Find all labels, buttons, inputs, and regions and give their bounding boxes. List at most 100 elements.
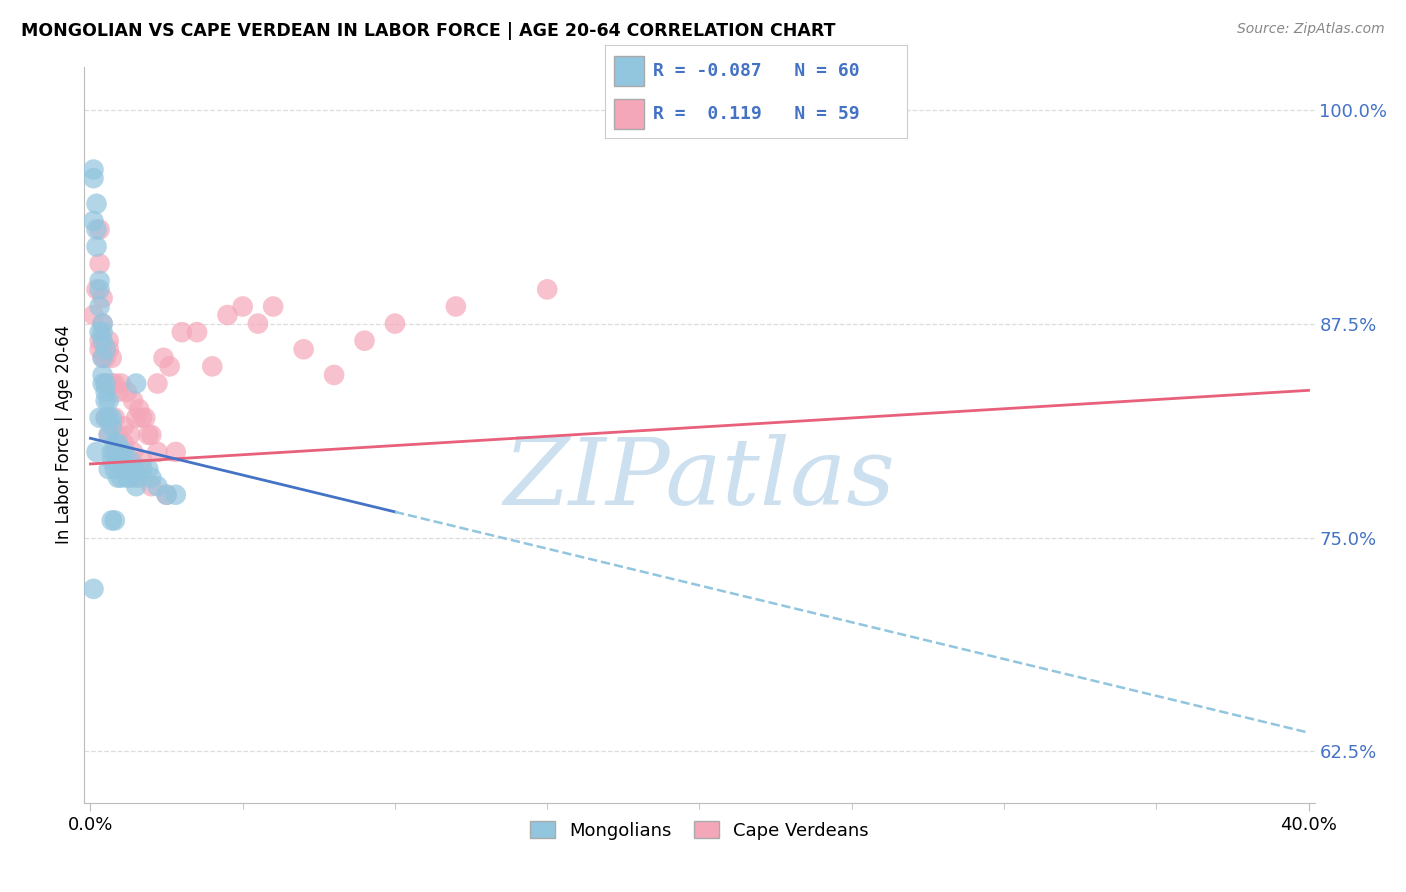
Point	[94, 376, 117, 391]
Point	[89, 257, 111, 271]
Point	[115, 385, 138, 400]
Point	[91, 325, 114, 339]
Point	[186, 325, 208, 339]
Point	[82, 171, 104, 186]
Point	[125, 479, 148, 493]
Point	[122, 462, 145, 476]
Point	[107, 453, 129, 467]
Point	[89, 343, 111, 357]
Y-axis label: In Labor Force | Age 20-64: In Labor Force | Age 20-64	[55, 326, 73, 544]
Point	[146, 376, 169, 391]
Point	[89, 300, 111, 314]
Point	[118, 470, 141, 484]
Point	[112, 419, 135, 434]
Point	[112, 445, 135, 459]
Text: ZIPatlas: ZIPatlas	[503, 434, 896, 524]
Point	[122, 445, 145, 459]
Point	[100, 351, 122, 365]
Point	[262, 300, 284, 314]
Point	[94, 410, 117, 425]
Point	[91, 376, 114, 391]
Point	[104, 436, 127, 450]
Point	[91, 317, 114, 331]
Point	[97, 343, 120, 357]
Point	[165, 445, 187, 459]
Point	[89, 325, 111, 339]
Point	[141, 470, 163, 484]
Text: R =  0.119   N = 59: R = 0.119 N = 59	[652, 105, 859, 123]
Point	[155, 488, 177, 502]
Point	[217, 308, 239, 322]
Point	[110, 445, 132, 459]
Point	[104, 376, 127, 391]
Point	[82, 214, 104, 228]
Point	[292, 343, 315, 357]
Point	[131, 410, 153, 425]
Point	[86, 239, 108, 253]
Point	[91, 368, 114, 382]
Point	[91, 351, 114, 365]
Point	[104, 445, 127, 459]
Point	[100, 419, 122, 434]
Point	[146, 479, 169, 493]
Bar	[613, 56, 644, 86]
Point	[152, 351, 174, 365]
Point	[110, 453, 132, 467]
Point	[134, 410, 156, 425]
Point	[118, 453, 141, 467]
Point	[353, 334, 375, 348]
Point	[100, 376, 122, 391]
Point	[94, 410, 117, 425]
Point	[115, 462, 138, 476]
Point	[107, 385, 129, 400]
Point	[112, 436, 135, 450]
Point	[89, 222, 111, 236]
Legend: Mongolians, Cape Verdeans: Mongolians, Cape Verdeans	[520, 812, 879, 849]
Point	[115, 470, 138, 484]
Point	[118, 427, 141, 442]
Point	[125, 410, 148, 425]
Point	[94, 376, 117, 391]
Point	[201, 359, 224, 374]
Point	[110, 376, 132, 391]
Point	[97, 462, 120, 476]
Point	[115, 462, 138, 476]
Point	[86, 222, 108, 236]
Point	[128, 470, 150, 484]
Point	[94, 351, 117, 365]
Point	[97, 427, 120, 442]
Point	[110, 470, 132, 484]
Point	[107, 453, 129, 467]
Point	[89, 274, 111, 288]
Point	[131, 462, 153, 476]
Point	[91, 291, 114, 305]
Point	[131, 453, 153, 467]
Point	[104, 513, 127, 527]
Text: Source: ZipAtlas.com: Source: ZipAtlas.com	[1237, 22, 1385, 37]
Point	[97, 410, 120, 425]
Point	[100, 410, 122, 425]
Point	[159, 359, 181, 374]
Point	[155, 488, 177, 502]
Point	[86, 282, 108, 296]
Point	[170, 325, 193, 339]
Point	[86, 445, 108, 459]
Point	[136, 427, 159, 442]
Point	[94, 393, 117, 408]
Point	[97, 393, 120, 408]
Point	[91, 334, 114, 348]
Point	[125, 470, 148, 484]
Point	[82, 582, 104, 596]
Point	[107, 436, 129, 450]
Point	[323, 368, 346, 382]
Point	[82, 162, 104, 177]
Point	[165, 488, 187, 502]
Point	[100, 453, 122, 467]
Text: R = -0.087   N = 60: R = -0.087 N = 60	[652, 62, 859, 79]
Point	[246, 317, 269, 331]
Point	[89, 334, 111, 348]
Point	[146, 445, 169, 459]
Point	[141, 427, 163, 442]
Point	[104, 410, 127, 425]
Point	[91, 351, 114, 365]
